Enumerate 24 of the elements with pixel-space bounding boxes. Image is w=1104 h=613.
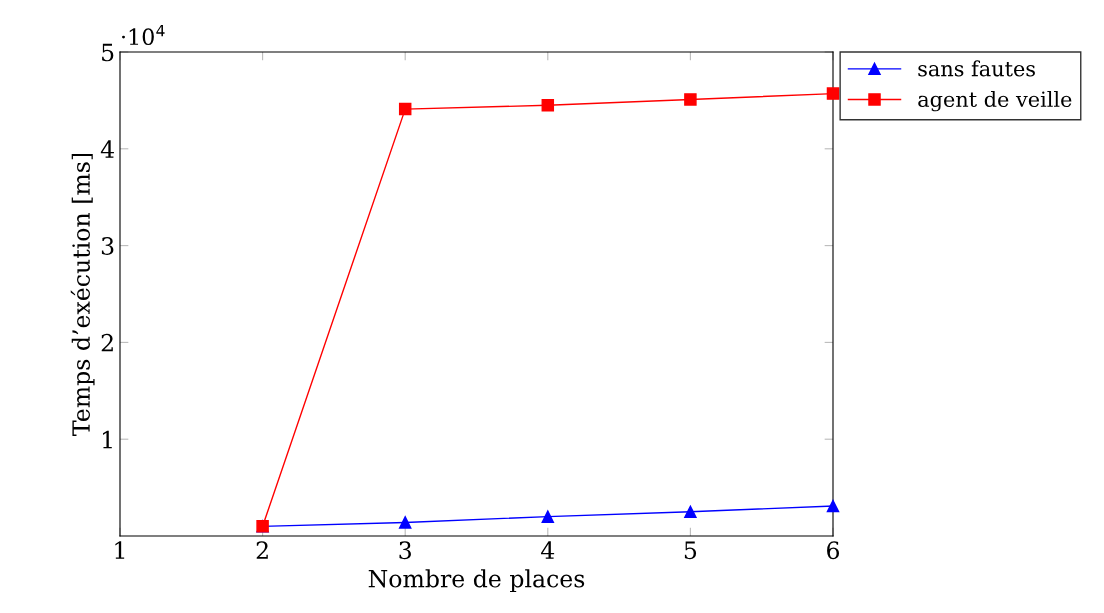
x-axis-title: Nombre de places: [368, 569, 585, 593]
y-tick-label: 5: [102, 43, 114, 62]
x-tick-label: 4: [541, 541, 555, 559]
point: [826, 499, 840, 513]
text: ·10$^{4}$: [122, 24, 165, 46]
x-tick-label: 5: [684, 541, 697, 560]
y-tick-label: 1: [103, 430, 112, 449]
y-tick-label: 4: [100, 140, 114, 158]
y-tick-label: 2: [101, 333, 113, 352]
point: [398, 516, 412, 529]
y-axis-title: Temps d’exécution [ms]: [70, 153, 95, 436]
point: [684, 93, 697, 106]
legend-label: sans fautes: [918, 60, 1035, 77]
x-tick-label: 1: [115, 541, 125, 559]
x-tick-label: 3: [399, 541, 411, 560]
point: [541, 98, 555, 112]
point: [541, 510, 555, 523]
point: [826, 87, 840, 100]
point: [398, 102, 412, 116]
legend-label: agent de veille: [918, 90, 1072, 112]
x-tick-label: 2: [256, 541, 268, 559]
y-tick-label: 3: [101, 237, 114, 255]
point: [684, 505, 697, 519]
x-tick-label: 6: [827, 541, 840, 560]
